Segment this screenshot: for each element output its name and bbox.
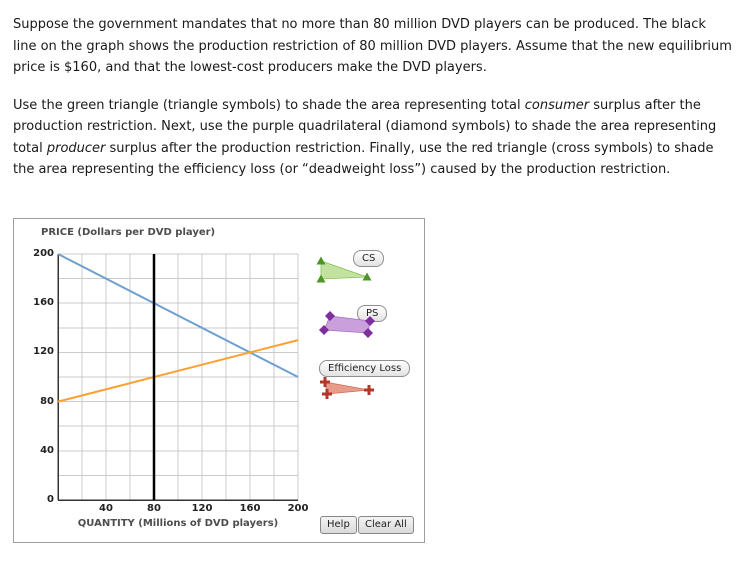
cross-marker-icon: [364, 384, 374, 395]
help-button[interactable]: Help: [320, 515, 357, 534]
triangle-marker-icon: [316, 256, 326, 264]
y-tick: 40: [40, 444, 54, 456]
y-tick: 80: [40, 395, 54, 407]
x-tick: 120: [191, 502, 213, 514]
legend-consumer-surplus: CS: [316, 247, 425, 299]
clear-all-button[interactable]: Clear All: [358, 515, 414, 534]
efficiency-loss-button[interactable]: Efficiency Loss: [319, 359, 411, 377]
diamond-marker-icon: [325, 310, 335, 321]
diamond-marker-icon: [365, 315, 375, 326]
x-tick: 200: [287, 502, 309, 514]
x-axis-title: QUANTITY (Millions of DVD players): [77, 517, 279, 529]
italic-word-producer: producer: [46, 140, 106, 156]
triangle-marker-icon: [316, 274, 326, 282]
y-tick: 0: [47, 493, 54, 505]
x-tick: 40: [99, 502, 113, 514]
instructions-paragraph-2: Use the green triangle (triangle symbols…: [13, 95, 732, 181]
efficiency-loss-triangle-symbol[interactable]: [320, 376, 378, 403]
x-axis-ticks: 40 80 120 160 200: [58, 502, 308, 515]
diamond-marker-icon: [363, 327, 373, 338]
x-tick: 160: [239, 502, 261, 514]
diamond-marker-icon: [319, 324, 329, 335]
y-axis-ticks: 200 160 120 80 40 0: [18, 248, 54, 505]
paragraph-text: surplus after the production restriction…: [13, 97, 717, 156]
instructions-paragraph-1: Suppose the government mandates that no …: [13, 14, 732, 79]
series-supply-line: [57, 338, 299, 403]
y-axis-title: PRICE (Dollars per DVD player): [41, 226, 216, 238]
italic-word-consumer: consumer: [524, 97, 590, 113]
paragraph-text: surplus after the production restriction…: [13, 140, 714, 178]
el-shaded-area: [324, 381, 370, 394]
y-tick: 160: [33, 296, 54, 308]
series-demand-line: [57, 252, 299, 378]
paragraph-text: Use the green triangle (triangle symbols…: [13, 97, 525, 113]
paragraph-text: Suppose the government mandates that no …: [13, 17, 732, 75]
cross-marker-icon: [320, 376, 330, 387]
plot-area[interactable]: [57, 252, 299, 501]
ps-quadrilateral-symbol[interactable]: [319, 310, 380, 342]
legend-efficiency-loss: Efficiency Loss: [317, 359, 425, 411]
y-tick: 120: [33, 345, 54, 357]
x-tick: 80: [147, 502, 161, 514]
cross-marker-icon: [322, 388, 332, 399]
cs-triangle-symbol[interactable]: [316, 256, 375, 287]
graph-panel: PRICE (Dollars per DVD player) 200 160 1…: [13, 217, 425, 543]
cs-shaded-area: [320, 259, 368, 279]
legend-producer-surplus: PS: [317, 304, 425, 356]
y-tick: 200: [33, 247, 54, 259]
cs-button[interactable]: CS: [353, 249, 385, 267]
triangle-marker-icon: [362, 272, 372, 280]
